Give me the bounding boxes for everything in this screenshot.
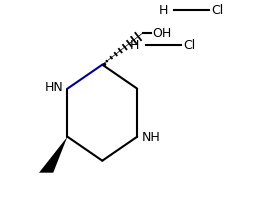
Text: HN: HN bbox=[44, 81, 63, 94]
Text: Cl: Cl bbox=[183, 38, 195, 51]
Text: Cl: Cl bbox=[212, 4, 224, 17]
Polygon shape bbox=[39, 137, 67, 173]
Text: H: H bbox=[130, 38, 139, 51]
Text: NH: NH bbox=[142, 131, 160, 144]
Text: OH: OH bbox=[152, 27, 172, 40]
Text: H: H bbox=[158, 4, 168, 17]
